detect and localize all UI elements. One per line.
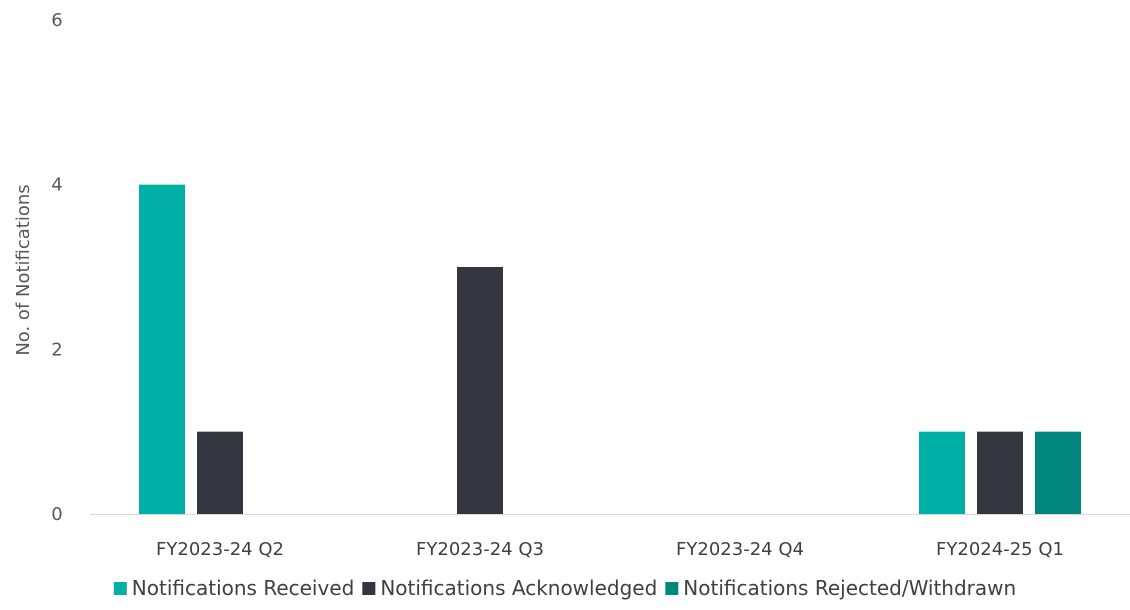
x-tick-label: FY2023-24 Q4: [676, 539, 804, 560]
y-tick-label: 4: [51, 175, 62, 196]
bar-notifications-rejected-withdrawn-3: [1035, 431, 1081, 514]
legend: Notifications Received Notifications Ackn…: [113, 576, 1016, 600]
y-axis-title: No. of Notifications: [13, 184, 34, 355]
legend-label: Notifications Received: [132, 576, 355, 600]
bar-notifications-acknowledged-3: [977, 431, 1023, 514]
legend-label: Notifications Rejected/Withdrawn: [683, 576, 1016, 600]
legend-label: Notifications Acknowledged: [380, 576, 657, 600]
y-axis-ticks: 0 2 4 6: [51, 10, 62, 525]
legend-swatch: [113, 582, 127, 595]
bar-notifications-received-0: [139, 184, 185, 514]
y-tick-label: 6: [51, 10, 62, 31]
bar-notifications-acknowledged-0: [197, 431, 243, 514]
bar-notifications-received-3: [919, 431, 965, 514]
bars-group: [139, 184, 1081, 514]
y-axis-label-group: No. of Notifications: [13, 184, 34, 355]
y-tick-label: 2: [51, 339, 62, 360]
legend-swatch: [665, 582, 679, 595]
bar-notifications-acknowledged-1: [457, 267, 503, 514]
x-tick-label: FY2023-24 Q3: [416, 539, 544, 560]
x-tick-label: FY2023-24 Q2: [156, 539, 284, 560]
y-tick-label: 0: [51, 504, 62, 525]
legend-swatch: [362, 582, 376, 595]
x-axis-ticks: FY2023-24 Q2 FY2023-24 Q3 FY2023-24 Q4 FY20…: [156, 539, 1064, 560]
x-tick-label: FY2024-25 Q1: [936, 539, 1064, 560]
